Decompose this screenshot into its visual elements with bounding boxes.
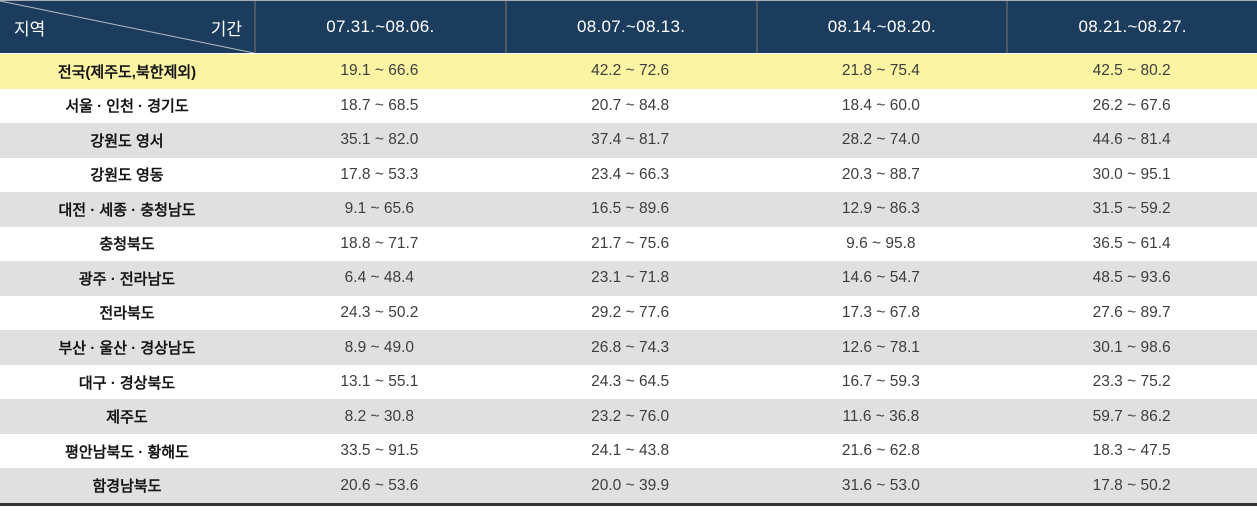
value-cell: 31.5 ~ 59.2 (1092, 200, 1171, 218)
value-cell: 19.1 ~ 66.6 (340, 62, 419, 80)
row-axis-label: 지역 (14, 19, 46, 39)
table-row: 평안남북도 · 황해도 33.5 ~ 91.5 24.1 ~ 43.8 21.6… (0, 433, 1257, 469)
table-body: 전국(제주도,북한제외) 19.1 ~ 66.6 42.2 ~ 72.6 21.… (0, 54, 1257, 503)
value-cell: 21.7 ~ 75.6 (591, 234, 670, 252)
value-cell: 14.6 ~ 54.7 (841, 269, 920, 287)
region-cell: 광주 · 전라남도 (78, 270, 176, 288)
value-cell: 44.6 ~ 81.4 (1092, 131, 1171, 149)
value-cell: 18.7 ~ 68.5 (340, 96, 419, 114)
table-row: 전국(제주도,북한제외) 19.1 ~ 66.6 42.2 ~ 72.6 21.… (0, 54, 1257, 89)
value-cell: 36.5 ~ 61.4 (1092, 234, 1171, 252)
value-cell: 31.6 ~ 53.0 (841, 476, 920, 494)
corner-cell: 지역 기간 (0, 1, 254, 53)
region-cell: 함경남북도 (92, 478, 162, 496)
value-cell: 42.5 ~ 80.2 (1092, 62, 1171, 80)
value-cell: 20.7 ~ 84.8 (591, 96, 670, 114)
value-cell: 18.3 ~ 47.5 (1092, 442, 1171, 460)
region-cell: 전라북도 (99, 305, 155, 323)
value-cell: 8.2 ~ 30.8 (344, 407, 415, 425)
value-cell: 21.8 ~ 75.4 (841, 62, 920, 80)
region-cell: 대전 · 세종 · 충청남도 (58, 201, 196, 219)
period-header-cell: 08.07.~08.13. (504, 1, 756, 53)
table-header-row: 지역 기간 07.31.~08.06. 08.07.~08.13. 08.14.… (0, 0, 1257, 54)
region-cell: 평안남북도 · 황해도 (65, 443, 189, 461)
value-cell: 20.6 ~ 53.6 (340, 476, 419, 494)
table-row: 대구 · 경상북도 13.1 ~ 55.1 24.3 ~ 64.5 16.7 ~… (0, 364, 1257, 400)
table-row: 충청북도 18.8 ~ 71.7 21.7 ~ 75.6 9.6 ~ 95.8 … (0, 226, 1257, 262)
value-cell: 18.4 ~ 60.0 (841, 96, 920, 114)
value-cell: 9.6 ~ 95.8 (846, 234, 916, 252)
value-cell: 24.3 ~ 50.2 (340, 303, 419, 321)
value-cell: 35.1 ~ 82.0 (340, 131, 419, 149)
value-cell: 26.8 ~ 74.3 (591, 338, 670, 356)
value-cell: 23.4 ~ 66.3 (591, 165, 670, 183)
value-cell: 30.1 ~ 98.6 (1092, 338, 1171, 356)
region-cell: 제주도 (106, 409, 148, 427)
period-header-cell: 08.21.~08.27. (1006, 1, 1257, 53)
table-row: 강원도 영서 35.1 ~ 82.0 37.4 ~ 81.7 28.2 ~ 74… (0, 123, 1257, 158)
col-axis-label: 기간 (210, 19, 242, 39)
period-header-cell: 08.14.~08.20. (755, 1, 1007, 53)
value-cell: 16.5 ~ 89.6 (591, 200, 670, 218)
value-cell: 20.0 ~ 39.9 (591, 476, 670, 494)
region-cell: 전국(제주도,북한제외) (57, 63, 197, 81)
value-cell: 18.8 ~ 71.7 (340, 234, 419, 252)
table-row: 전라북도 24.3 ~ 50.2 29.2 ~ 77.6 17.3 ~ 67.8… (0, 295, 1257, 331)
table-row: 광주 · 전라남도 6.4 ~ 48.4 23.1 ~ 71.8 14.6 ~ … (0, 261, 1257, 296)
value-cell: 20.3 ~ 88.7 (841, 165, 920, 183)
value-cell: 12.9 ~ 86.3 (841, 200, 920, 218)
value-cell: 6.4 ~ 48.4 (344, 269, 415, 287)
value-cell: 30.0 ~ 95.1 (1092, 165, 1171, 183)
period-header-cell: 07.31.~08.06. (254, 1, 505, 53)
region-cell: 강원도 영서 (90, 132, 164, 150)
table-row: 부산 · 울산 · 경상남도 8.9 ~ 49.0 26.8 ~ 74.3 12… (0, 330, 1257, 365)
value-cell: 9.1 ~ 65.6 (344, 200, 415, 218)
value-cell: 23.3 ~ 75.2 (1092, 373, 1171, 391)
value-cell: 12.6 ~ 78.1 (841, 338, 920, 356)
value-cell: 29.2 ~ 77.6 (591, 303, 670, 321)
region-cell: 강원도 영동 (90, 167, 164, 185)
value-cell: 27.6 ~ 89.7 (1092, 303, 1171, 321)
region-cell: 부산 · 울산 · 경상남도 (58, 340, 196, 358)
value-cell: 59.7 ~ 86.2 (1092, 407, 1171, 425)
region-cell: 대구 · 경상북도 (78, 374, 176, 392)
value-cell: 11.6 ~ 36.8 (842, 407, 920, 425)
value-cell: 23.2 ~ 76.0 (591, 407, 670, 425)
value-cell: 23.1 ~ 71.8 (591, 269, 670, 287)
table-row: 함경남북도 20.6 ~ 53.6 20.0 ~ 39.9 31.6 ~ 53.… (0, 468, 1257, 503)
value-cell: 48.5 ~ 93.6 (1092, 269, 1171, 287)
value-cell: 28.2 ~ 74.0 (841, 131, 920, 149)
value-cell: 8.9 ~ 49.0 (344, 338, 415, 356)
region-cell: 서울 · 인천 · 경기도 (65, 98, 189, 116)
value-cell: 37.4 ~ 81.7 (591, 131, 670, 149)
value-cell: 16.7 ~ 59.3 (841, 373, 920, 391)
region-cell: 충청북도 (99, 236, 155, 254)
value-cell: 17.3 ~ 67.8 (841, 303, 920, 321)
table-row: 서울 · 인천 · 경기도 18.7 ~ 68.5 20.7 ~ 84.8 18… (0, 88, 1257, 124)
table-row: 대전 · 세종 · 충청남도 9.1 ~ 65.6 16.5 ~ 89.6 12… (0, 192, 1257, 227)
value-cell: 33.5 ~ 91.5 (340, 442, 419, 460)
value-cell: 42.2 ~ 72.6 (591, 62, 670, 80)
diagonal-divider-line (0, 1, 254, 53)
value-cell: 13.1 ~ 55.1 (340, 373, 419, 391)
value-cell: 24.1 ~ 43.8 (591, 442, 670, 460)
value-cell: 21.6 ~ 62.8 (841, 442, 920, 460)
table-row: 제주도 8.2 ~ 30.8 23.2 ~ 76.0 11.6 ~ 36.8 5… (0, 399, 1257, 434)
value-cell: 26.2 ~ 67.6 (1092, 96, 1171, 114)
value-cell: 24.3 ~ 64.5 (591, 373, 670, 391)
value-cell: 17.8 ~ 53.3 (340, 165, 419, 183)
value-cell: 17.8 ~ 50.2 (1092, 476, 1171, 494)
table-row: 강원도 영동 17.8 ~ 53.3 23.4 ~ 66.3 20.3 ~ 88… (0, 157, 1257, 193)
